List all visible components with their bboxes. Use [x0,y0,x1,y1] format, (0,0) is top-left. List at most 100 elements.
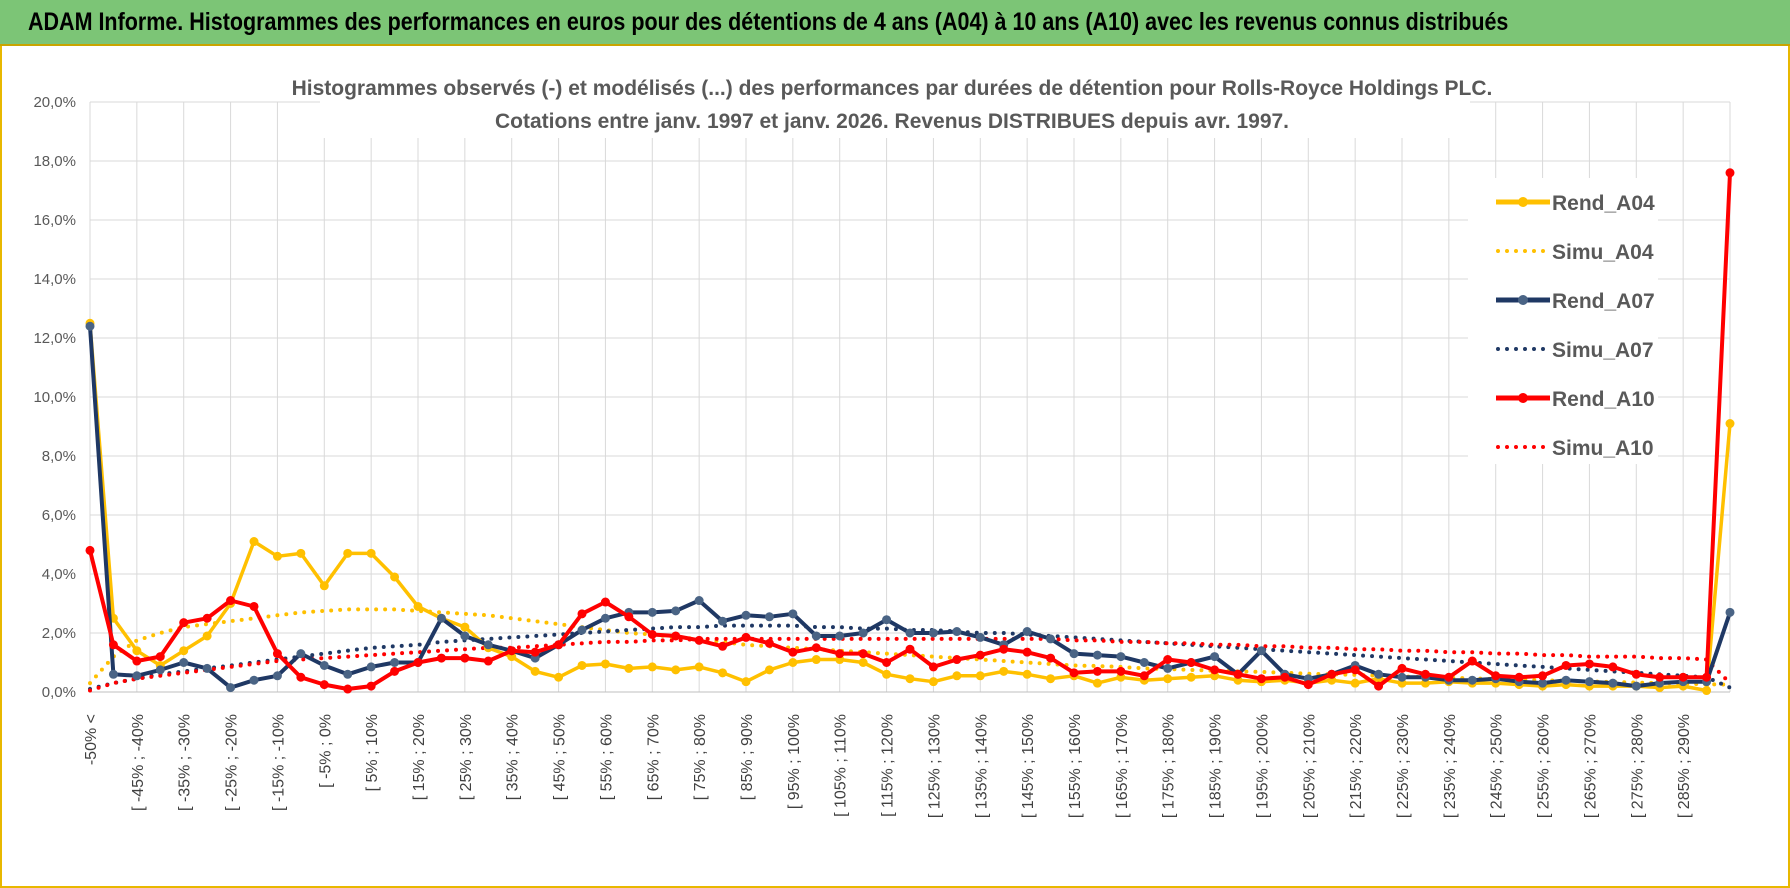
data-point [1233,669,1243,679]
data-point [1092,678,1102,688]
data-point [460,653,470,663]
report-title: ADAM Informe. Histogrammes des performan… [28,8,1509,36]
data-point [1186,672,1196,682]
data-point [975,671,985,681]
data-point [1210,652,1220,662]
y-tick-label: 16,0% [33,212,76,229]
data-point [507,646,517,656]
x-tick-label: [ 245% ; 250% [1489,714,1506,818]
legend-label: Simu_A07 [1552,339,1654,362]
data-point [718,668,728,678]
data-point [155,652,165,662]
data-point [1163,663,1173,673]
data-point [1350,678,1360,688]
data-point [1022,669,1032,679]
data-point [577,609,587,619]
series-lines [85,168,1735,696]
data-point [132,656,142,666]
data-point [1397,663,1407,673]
data-point [1725,419,1735,429]
data-point [882,615,892,625]
data-point [952,655,962,665]
data-point [1116,652,1126,662]
data-point [1631,669,1641,679]
x-tick-label: [ 115% ; 120% [880,714,897,817]
data-point [694,635,704,645]
x-tick-label: [ 65% ; 70% [645,714,662,800]
data-point [882,669,892,679]
x-tick-label: [ 15% ; 20% [411,714,428,800]
data-point [1702,686,1712,696]
data-point [647,662,657,672]
data-point [249,675,259,685]
data-point [811,655,821,665]
x-tick-label: [ 185% ; 190% [1208,714,1225,818]
data-point [1092,666,1102,676]
data-point [1022,627,1032,637]
x-tick-label: [ 125% ; 130% [926,714,943,818]
data-point [179,646,189,656]
data-point [1139,658,1149,667]
data-point [530,666,540,676]
x-tick-label: [ 275% ; 280% [1629,714,1646,818]
chart-frame [0,46,1790,888]
data-point [1069,649,1079,659]
legend-label: Rend_A07 [1552,290,1655,313]
data-point [1725,607,1735,617]
data-point [1444,672,1454,682]
data-point [530,647,540,657]
data-point [624,612,634,622]
data-point [858,628,868,638]
chart-title-line-1: Histogrammes observés (-) et modélisés (… [292,77,1493,100]
data-point [788,609,798,619]
data-point [577,625,587,635]
data-point [249,601,259,611]
data-point [600,659,610,669]
data-point [460,622,470,632]
x-tick-label: [ 255% ; 260% [1536,714,1553,818]
x-tick-label: [ 35% ; 40% [505,714,522,800]
data-point [600,613,610,623]
data-point [343,548,353,558]
x-tick-label: [ -35% ; -30% [177,714,194,811]
legend-label: Rend_A10 [1552,388,1655,411]
x-tick-label: [ 195% ; 200% [1254,714,1271,818]
data-point [1514,672,1524,682]
data-point [1561,660,1571,670]
x-tick-label: [ 75% ; 80% [692,714,709,800]
data-point [1702,672,1712,682]
data-point [1046,653,1056,663]
data-point [1303,680,1313,690]
y-tick-label: 14,0% [33,271,76,288]
data-point [436,613,446,623]
data-point [928,628,938,638]
data-point [1608,678,1618,688]
y-tick-label: 18,0% [33,153,76,170]
data-point [811,631,821,641]
y-tick-label: 4,0% [42,566,76,583]
data-point [788,658,798,667]
data-point [436,653,446,663]
y-axis-ticks: 0,0% 2,0% 4,0% 6,0% 8,0% 10,0% 12,0% 14,0% 16,0%… [33,94,76,701]
data-point [483,640,493,650]
data-point [1608,662,1618,672]
data-point [1350,665,1360,675]
x-tick-label: [ 5% ; 10% [364,714,381,791]
data-point [202,663,212,673]
y-tick-label: 0,0% [42,684,76,701]
data-point [905,628,915,638]
legend-marker [1518,295,1528,305]
x-tick-label: [ 85% ; 90% [739,714,756,800]
data-point [85,321,95,331]
data-point [835,631,845,641]
data-point [882,658,892,667]
data-point [85,545,95,555]
x-tick-label: [ 265% ; 270% [1582,714,1599,818]
y-tick-label: 8,0% [42,448,76,465]
data-point [741,610,751,620]
data-point [624,663,634,673]
x-tick-label: [ 165% ; 170% [1114,714,1131,818]
data-point [366,548,376,558]
data-point [1280,672,1290,682]
data-point [835,649,845,659]
